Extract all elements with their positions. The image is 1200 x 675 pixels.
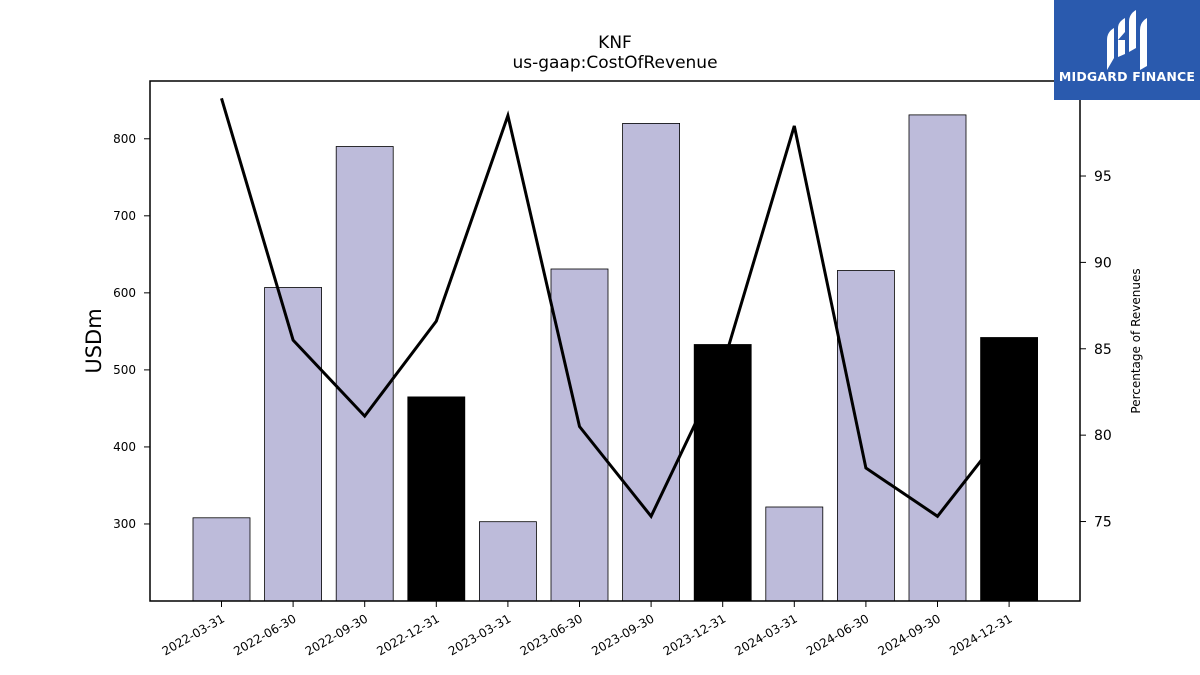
right-tick-label-75: 75 — [1094, 515, 1112, 531]
line-group — [220, 97, 1011, 520]
right-axis-label: Percentage of Revenues — [1129, 268, 1143, 413]
x-tick-label-2023-09-30: 2023-09-30 — [589, 611, 656, 658]
chart-subtitle: us-gaap:CostOfRevenue — [512, 53, 717, 73]
bar-2024-03-31 — [765, 506, 824, 602]
bar-2023-03-31 — [478, 521, 537, 602]
right-tick-label-95: 95 — [1094, 169, 1112, 185]
x-tick-label-2022-06-30: 2022-06-30 — [231, 611, 298, 658]
percentage-line — [220, 97, 1011, 520]
bar-2023-06-30 — [550, 268, 609, 602]
chart-title: KNF — [598, 33, 632, 53]
left-tick-label-700: 700 — [113, 209, 136, 223]
bar-2022-09-30 — [335, 146, 394, 602]
left-tick-label-800: 800 — [113, 132, 136, 146]
x-tick-label-2023-12-31: 2023-12-31 — [661, 611, 728, 658]
x-tick-label-2024-06-30: 2024-06-30 — [804, 611, 871, 658]
bar-2022-06-30 — [264, 287, 323, 602]
right-tick-label-85: 85 — [1094, 342, 1112, 358]
right-tick-label-80: 80 — [1094, 428, 1112, 444]
right-tick-label-90: 90 — [1094, 255, 1112, 271]
bar-2023-09-30 — [622, 123, 680, 602]
midgard-finance-logo: MIDGARD FINANCE — [1054, 0, 1200, 100]
right-axis-ticks: 75 80 85 90 95 — [1080, 169, 1112, 531]
left-tick-label-600: 600 — [113, 286, 136, 300]
bar-2024-06-30 — [837, 270, 895, 602]
logo-text: MIDGARD FINANCE — [1058, 69, 1196, 84]
midgard-m-logo-icon — [1107, 10, 1147, 70]
bar-2024-09-30 — [908, 114, 967, 602]
left-tick-label-300: 300 — [113, 517, 136, 531]
bar-group — [192, 114, 1038, 602]
bar-2024-12-31 — [980, 337, 1038, 602]
bar-2022-12-31 — [407, 396, 466, 602]
x-tick-label-2024-12-31: 2024-12-31 — [947, 611, 1014, 658]
x-tick-label-2023-06-30: 2023-06-30 — [518, 611, 585, 658]
plot-area-frame — [149, 80, 1081, 602]
bar-2022-03-31 — [192, 517, 251, 602]
left-axis-label: USDm — [82, 308, 106, 373]
left-tick-label-500: 500 — [113, 363, 136, 377]
left-tick-label-400: 400 — [113, 440, 136, 454]
left-axis-ticks: 300 400 500 600 700 800 — [113, 132, 150, 531]
x-axis-ticks: 2022-03-31 2022-06-30 2022-09-30 2022-12-31… — [160, 601, 1015, 658]
x-tick-label-2023-03-31: 2023-03-31 — [446, 611, 513, 658]
x-tick-label-2024-03-31: 2024-03-31 — [732, 611, 799, 658]
bar-2023-12-31 — [693, 344, 752, 602]
x-tick-label-2022-03-31: 2022-03-31 — [160, 611, 227, 658]
x-tick-label-2022-09-30: 2022-09-30 — [303, 611, 370, 658]
x-tick-label-2022-12-31: 2022-12-31 — [374, 611, 441, 658]
x-tick-label-2024-09-30: 2024-09-30 — [876, 611, 943, 658]
